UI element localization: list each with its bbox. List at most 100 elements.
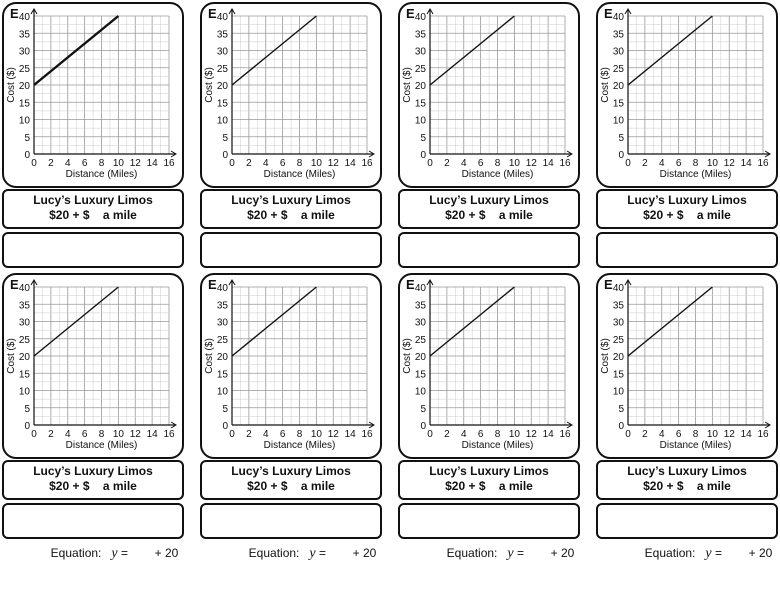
y-axis-label: Cost ($) [402,338,413,374]
x-tick-label: 4 [461,429,467,440]
x-tick-label: 2 [642,158,648,169]
x-axis-arrow-icon [368,421,375,429]
x-tick-label: 10 [707,158,719,169]
y-tick-label: 20 [19,352,31,363]
y-tick-label: 40 [415,283,427,294]
cost-line [429,286,515,357]
y-tick-label: 40 [415,12,427,23]
y-tick-label: 0 [420,150,426,161]
x-axis-arrow-icon [170,421,177,429]
x-axis-label: Distance (Miles) [264,440,336,451]
cost-line [429,15,515,86]
equation-label: Equation: [644,546,696,560]
x-axis-label: Distance (Miles) [66,169,138,180]
equation-equals: = [714,546,722,560]
x-tick-label: 6 [280,429,286,440]
y-axis-label: Cost ($) [402,67,413,103]
x-tick-label: 12 [328,429,340,440]
x-tick-label: 6 [280,158,286,169]
x-tick-label: 16 [163,429,175,440]
y-tick-label: 35 [613,29,625,40]
card-letter: E [208,6,217,21]
card-letter: E [406,277,415,292]
y-tick-label: 15 [613,369,625,380]
x-tick-label: 10 [311,158,323,169]
y-tick-label: 5 [420,404,426,415]
company-name: Lucy’s Luxury Limos [33,193,153,207]
y-axis-arrow-icon [426,279,434,286]
rate-text: $20 + $ a mile [643,479,731,493]
y-tick-label: 30 [415,47,427,58]
x-tick-label: 0 [31,158,37,169]
y-tick-label: 20 [613,352,625,363]
graph-panel: 0 2 4 6 8 10 12 14 16 0 5 10 15 20 25 30 35 40 Distance (M… [200,2,382,188]
y-tick-label: 40 [217,283,229,294]
y-tick-label: 15 [415,98,427,109]
x-axis-label: Distance (Miles) [264,169,336,180]
y-axis-arrow-icon [30,279,38,286]
y-axis-arrow-icon [228,279,236,286]
equation-constant: + 20 [550,546,575,560]
y-tick-label: 20 [217,352,229,363]
x-tick-label: 12 [328,158,340,169]
y-axis-arrow-icon [228,8,236,15]
title-panel: Lucy’s Luxury Limos $20 + $ a mile [596,460,778,500]
y-tick-label: 0 [618,150,624,161]
grid [33,286,170,426]
equation-equals: = [318,546,326,560]
x-tick-label: 14 [345,158,357,169]
y-tick-label: 35 [415,29,427,40]
y-tick-label: 5 [222,404,228,415]
card-letter: E [10,6,19,21]
x-tick-label: 0 [625,429,631,440]
y-tick-label: 20 [217,81,229,92]
y-axis-label: Cost ($) [600,338,611,374]
y-tick-label: 25 [613,64,625,75]
x-tick-label: 10 [509,429,521,440]
y-tick-label: 25 [217,64,229,75]
x-tick-label: 8 [495,429,501,440]
x-tick-label: 8 [99,429,105,440]
title-panel: Lucy’s Luxury Limos $20 + $ a mile [596,189,778,229]
x-tick-label: 16 [163,158,175,169]
x-tick-label: 16 [559,429,571,440]
x-tick-label: 14 [543,158,555,169]
equation-panel: Equation: y = + 20 [398,232,580,290]
card-letter: E [604,277,613,292]
cost-line [33,286,119,357]
rate-text: $20 + $ a mile [247,479,335,493]
y-tick-label: 5 [24,404,30,415]
y-tick-label: 15 [19,98,31,109]
equation-panel: Equation: y = + 20 [398,503,580,561]
x-tick-label: 10 [113,429,125,440]
y-tick-label: 40 [19,283,31,294]
grid [429,15,566,155]
y-axis-label: Cost ($) [6,67,17,103]
x-tick-label: 8 [495,158,501,169]
x-tick-label: 16 [757,429,769,440]
y-tick-label: 0 [222,421,228,432]
y-axis-label: Cost ($) [204,338,215,374]
y-tick-label: 35 [217,29,229,40]
x-axis-arrow-icon [764,150,771,158]
y-tick-label: 15 [217,369,229,380]
equation-panel: Equation: y = + 20 [596,503,778,561]
y-tick-label: 25 [217,335,229,346]
x-tick-label: 4 [65,158,71,169]
graph-panel: 0 2 4 6 8 10 12 14 16 0 5 10 15 20 25 30 35 40 Distance (M… [2,2,184,188]
x-tick-label: 2 [246,158,252,169]
y-tick-label: 35 [19,300,31,311]
graph-panel: 0 2 4 6 8 10 12 14 16 0 5 10 15 20 25 30 35 40 Distance (M… [2,273,184,459]
y-tick-label: 20 [19,81,31,92]
equation-equals: = [120,546,128,560]
cost-line [33,15,120,86]
y-tick-label: 5 [618,133,624,144]
x-tick-label: 4 [65,429,71,440]
x-axis-arrow-icon [566,150,573,158]
y-tick-label: 35 [415,300,427,311]
y-tick-label: 40 [613,283,625,294]
y-tick-label: 10 [415,387,427,398]
